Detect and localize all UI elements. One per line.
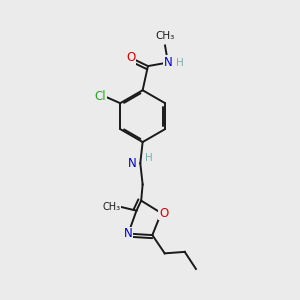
Text: Cl: Cl [94, 90, 106, 103]
Text: O: O [126, 51, 136, 64]
Text: H: H [145, 153, 152, 163]
Text: N: N [164, 56, 172, 69]
Text: N: N [124, 227, 133, 240]
Text: N: N [128, 157, 136, 170]
Text: H: H [176, 58, 184, 68]
Text: CH₃: CH₃ [155, 31, 175, 41]
Text: O: O [159, 206, 168, 220]
Text: CH₃: CH₃ [103, 202, 121, 212]
